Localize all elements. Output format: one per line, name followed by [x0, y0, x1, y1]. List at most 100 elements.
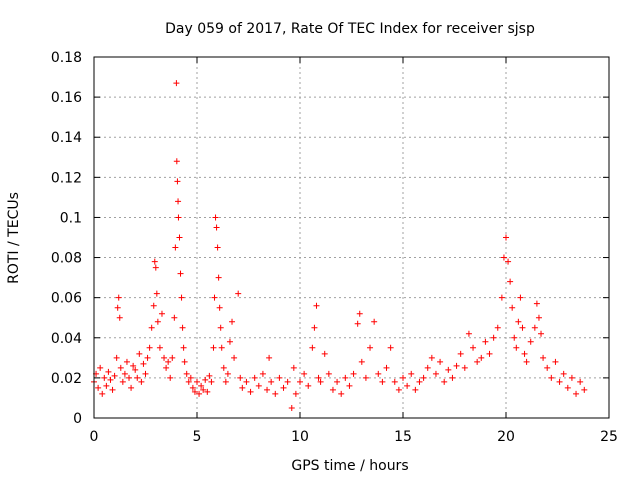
data-point — [136, 350, 143, 357]
data-point — [395, 386, 402, 393]
data-point — [379, 378, 386, 385]
data-point — [183, 370, 190, 377]
data-point — [171, 314, 178, 321]
data-point — [505, 258, 512, 265]
data-point — [311, 324, 318, 331]
x-tick-label: 15 — [394, 429, 412, 445]
data-point — [317, 378, 324, 385]
data-point — [338, 390, 345, 397]
data-point — [175, 198, 182, 205]
data-point — [200, 386, 207, 393]
data-point — [181, 358, 188, 365]
data-point — [235, 290, 242, 297]
data-point — [552, 358, 559, 365]
data-point — [268, 378, 275, 385]
data-point — [577, 378, 584, 385]
data-point — [95, 384, 102, 391]
data-point — [226, 338, 233, 345]
data-point — [272, 390, 279, 397]
y-tick-label: 0.02 — [51, 371, 82, 387]
data-point — [211, 294, 218, 301]
data-point — [111, 372, 118, 379]
data-point — [404, 382, 411, 389]
data-point — [255, 382, 262, 389]
x-axis-label: GPS time / hours — [291, 458, 408, 474]
y-tick-label: 0.06 — [51, 291, 82, 307]
data-point — [301, 370, 308, 377]
data-point — [185, 378, 192, 385]
data-point — [117, 364, 124, 371]
data-point — [329, 386, 336, 393]
data-point — [178, 294, 185, 301]
data-point — [420, 374, 427, 381]
data-point — [173, 158, 180, 165]
data-point — [105, 368, 112, 375]
data-point — [482, 338, 489, 345]
x-tick-label: 10 — [291, 429, 309, 445]
y-tick-label: 0.16 — [51, 90, 82, 106]
data-point — [154, 318, 161, 325]
data-point — [198, 382, 205, 389]
data-point — [453, 362, 460, 369]
data-point — [309, 344, 316, 351]
data-point — [470, 344, 477, 351]
data-point — [424, 364, 431, 371]
data-point — [177, 270, 184, 277]
data-point — [521, 350, 528, 357]
data-point — [527, 338, 534, 345]
data-point — [533, 300, 540, 307]
data-point — [237, 374, 244, 381]
y-tick-label: 0.12 — [51, 170, 82, 186]
data-point — [217, 324, 224, 331]
data-point — [216, 304, 223, 311]
data-point — [408, 370, 415, 377]
plot-frame — [93, 56, 610, 419]
data-point — [581, 386, 588, 393]
data-point — [276, 374, 283, 381]
data-point — [169, 354, 176, 361]
data-point — [121, 370, 128, 377]
data-point — [174, 178, 181, 185]
data-point — [461, 364, 468, 371]
data-point — [173, 80, 180, 87]
data-point — [123, 358, 130, 365]
data-point — [391, 378, 398, 385]
data-point — [148, 324, 155, 331]
data-point — [97, 364, 104, 371]
data-point — [560, 370, 567, 377]
data-point — [180, 344, 187, 351]
y-tick-label: 0.08 — [51, 251, 82, 267]
data-point — [556, 378, 563, 385]
data-point — [313, 302, 320, 309]
y-tick-label: 0.14 — [51, 130, 82, 146]
x-tick-label: 20 — [497, 429, 515, 445]
data-point — [315, 374, 322, 381]
data-point — [445, 366, 452, 373]
data-point — [109, 386, 116, 393]
data-point — [486, 350, 493, 357]
data-point — [206, 372, 213, 379]
data-point — [449, 374, 456, 381]
data-point — [158, 310, 165, 317]
data-point — [573, 390, 580, 397]
data-point — [138, 378, 145, 385]
data-point — [259, 370, 266, 377]
data-point — [208, 378, 215, 385]
data-point — [130, 362, 137, 369]
data-point — [280, 384, 287, 391]
data-point — [441, 378, 448, 385]
data-point — [367, 344, 374, 351]
data-point — [243, 378, 250, 385]
data-point — [437, 358, 444, 365]
data-point — [474, 358, 481, 365]
data-point — [515, 318, 522, 325]
data-point — [498, 294, 505, 301]
data-point — [152, 264, 159, 271]
data-point — [358, 358, 365, 365]
data-point — [478, 354, 485, 361]
data-point — [161, 354, 168, 361]
data-point — [362, 374, 369, 381]
x-tick-label: 0 — [90, 429, 99, 445]
data-point — [428, 354, 435, 361]
